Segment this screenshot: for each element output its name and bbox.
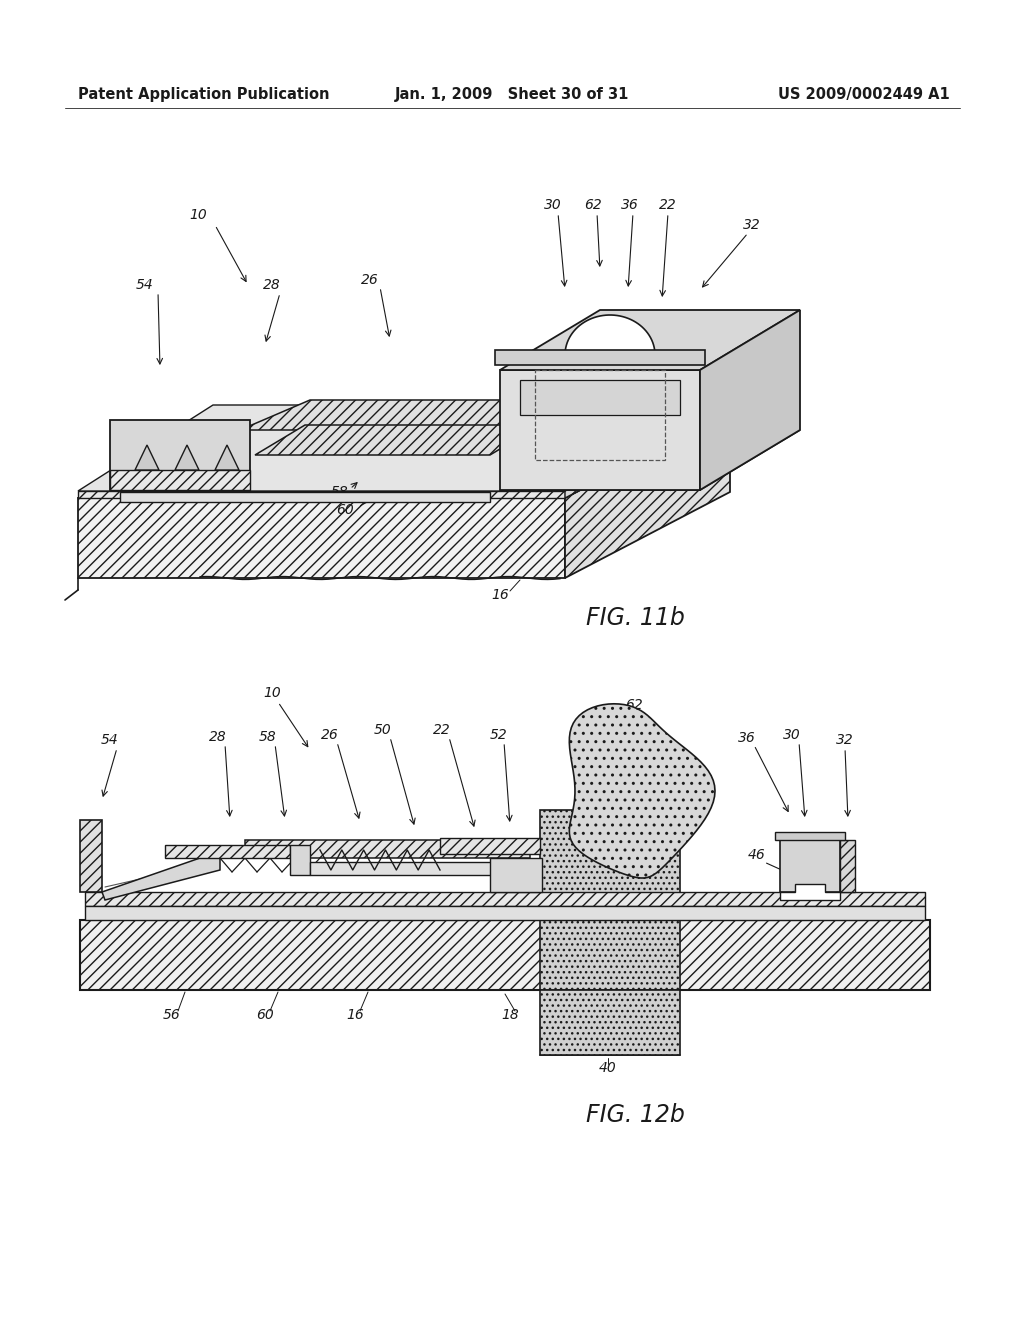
Polygon shape (290, 845, 310, 875)
Polygon shape (78, 405, 730, 491)
Text: 16: 16 (492, 587, 509, 602)
Text: 32: 32 (743, 218, 761, 232)
Text: 18: 18 (639, 478, 656, 492)
Polygon shape (102, 855, 220, 900)
Text: 46: 46 (749, 847, 766, 862)
Text: 16: 16 (346, 1008, 364, 1022)
Polygon shape (78, 491, 565, 498)
Polygon shape (78, 498, 565, 578)
Text: 32: 32 (837, 733, 854, 747)
Bar (80, 920, 930, 990)
Polygon shape (255, 425, 540, 455)
Text: 20: 20 (559, 1008, 577, 1022)
Text: 40: 40 (599, 1061, 616, 1074)
Text: 62: 62 (625, 698, 643, 711)
Polygon shape (700, 310, 800, 490)
Polygon shape (500, 430, 800, 490)
Text: FIG. 11b: FIG. 11b (586, 606, 684, 630)
Bar (85, 892, 925, 906)
Text: 30: 30 (544, 198, 562, 213)
Text: 22: 22 (659, 198, 677, 213)
Polygon shape (780, 884, 840, 900)
Polygon shape (215, 445, 239, 470)
Text: 26: 26 (322, 729, 339, 742)
Text: 20: 20 (710, 461, 727, 475)
Polygon shape (540, 990, 680, 1055)
Polygon shape (540, 810, 680, 920)
Polygon shape (135, 445, 159, 470)
Text: 50: 50 (739, 323, 757, 337)
Bar (535, 370, 665, 459)
Polygon shape (175, 445, 199, 470)
Polygon shape (78, 412, 730, 498)
Text: 62: 62 (584, 198, 602, 213)
Polygon shape (520, 380, 680, 414)
Polygon shape (569, 704, 715, 878)
Polygon shape (120, 492, 490, 502)
Bar (245, 840, 530, 858)
Text: 60: 60 (256, 1008, 273, 1022)
Polygon shape (165, 845, 290, 858)
Text: FIG. 12b: FIG. 12b (586, 1104, 684, 1127)
Text: 60: 60 (336, 503, 354, 517)
Polygon shape (500, 310, 800, 370)
Polygon shape (780, 840, 840, 892)
Polygon shape (240, 400, 560, 430)
Text: 54: 54 (136, 279, 154, 292)
Bar (80, 820, 102, 892)
Bar (85, 906, 925, 920)
Text: 58: 58 (259, 730, 276, 744)
Polygon shape (565, 315, 655, 355)
Polygon shape (110, 420, 250, 490)
Text: 28: 28 (263, 279, 281, 292)
Polygon shape (775, 832, 845, 840)
Text: 54: 54 (101, 733, 119, 747)
Text: 22: 22 (433, 723, 451, 737)
Text: 36: 36 (738, 731, 756, 744)
Text: 58: 58 (331, 484, 349, 499)
Text: 28: 28 (209, 730, 227, 744)
Polygon shape (310, 862, 530, 875)
Polygon shape (110, 470, 250, 490)
Text: 36: 36 (622, 198, 639, 213)
Text: Patent Application Publication: Patent Application Publication (78, 87, 330, 103)
Text: 56: 56 (163, 1008, 181, 1022)
Polygon shape (500, 370, 700, 490)
Text: 26: 26 (361, 273, 379, 286)
Text: US 2009/0002449 A1: US 2009/0002449 A1 (778, 87, 950, 103)
Polygon shape (540, 920, 680, 990)
Polygon shape (495, 350, 705, 366)
Polygon shape (565, 405, 730, 498)
Text: 30: 30 (783, 729, 801, 742)
Text: 52: 52 (490, 729, 508, 742)
Text: Jan. 1, 2009   Sheet 30 of 31: Jan. 1, 2009 Sheet 30 of 31 (395, 87, 629, 103)
Text: 10: 10 (263, 686, 281, 700)
Bar (440, 838, 540, 854)
Polygon shape (490, 858, 542, 892)
Text: 18: 18 (501, 1008, 519, 1022)
Text: 50: 50 (374, 723, 392, 737)
Text: 10: 10 (189, 209, 207, 222)
Polygon shape (565, 412, 730, 578)
Polygon shape (840, 840, 855, 892)
